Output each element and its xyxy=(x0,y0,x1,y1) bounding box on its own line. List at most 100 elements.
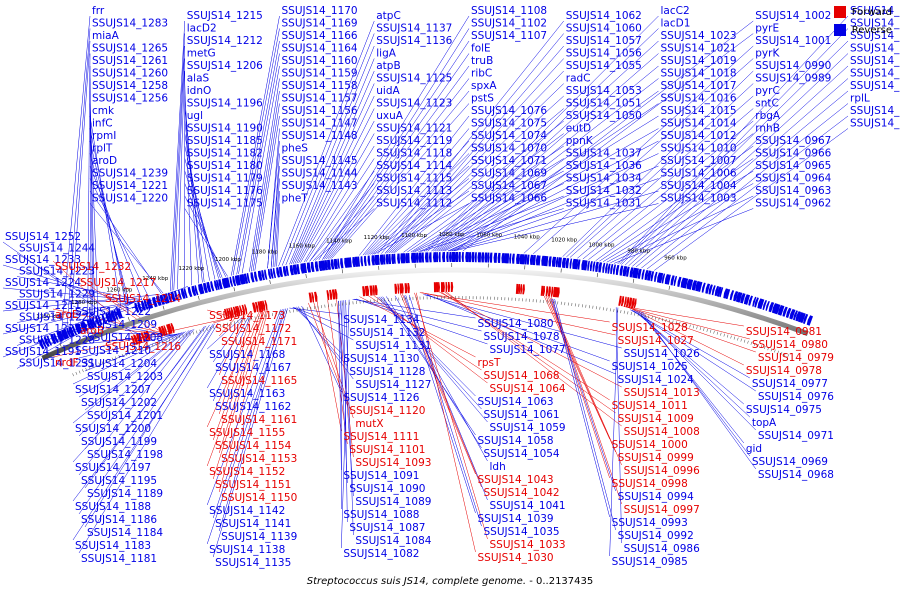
reverse-gene-arrow xyxy=(134,302,140,313)
reverse-gene-arrow xyxy=(148,298,154,309)
reverse-gene-arrow xyxy=(239,274,244,285)
leader-line xyxy=(345,300,354,536)
reverse-gene-arrow xyxy=(95,316,101,327)
leader-line xyxy=(554,298,616,531)
leader-line xyxy=(72,323,215,541)
leader-line xyxy=(294,95,375,264)
reverse-gene-arrow xyxy=(101,314,107,325)
leader-line xyxy=(309,170,375,262)
gene-label: SSUJS14_1063 xyxy=(478,396,554,408)
reverse-gene-arrow xyxy=(680,277,686,288)
forward-gene-arrow xyxy=(366,285,370,296)
gene-label: SSUJS14_1087 xyxy=(349,522,425,534)
leader-line xyxy=(623,306,744,327)
gene-label: SSUJS14_0966 xyxy=(755,148,831,160)
gene-label: SSUJS14_1215 xyxy=(187,10,263,22)
inner-tick xyxy=(641,313,643,317)
leader-line xyxy=(77,276,162,337)
gene-label: SSUJS14_0976 xyxy=(758,391,834,403)
gene-label: ppnK xyxy=(566,135,594,147)
leader-line xyxy=(577,108,754,259)
forward-gene-arrow xyxy=(450,282,454,293)
forward-gene-arrow xyxy=(542,285,546,297)
inner-tick xyxy=(623,310,625,314)
gene-label: SSUJS14_1014 xyxy=(661,118,737,130)
reverse-gene-arrow xyxy=(438,252,441,263)
gene-label: SSUJS14_1211 xyxy=(5,300,81,312)
leader-line xyxy=(621,40,849,265)
inner-tick xyxy=(716,331,719,335)
leader-line xyxy=(641,103,849,269)
reverse-gene-arrow xyxy=(493,252,498,263)
gene-label: SSUJS14_1132 xyxy=(349,327,425,339)
reverse-gene-arrow xyxy=(555,257,559,268)
leader-line xyxy=(206,310,265,467)
gene-label: SSUJS14_1031 xyxy=(566,198,642,210)
gene-label: SSUJS14_1145 xyxy=(282,155,358,167)
leader-line xyxy=(72,305,156,341)
leader-line xyxy=(549,296,610,479)
inner-tick xyxy=(179,335,181,339)
gene-label: SSUJS14_0969 xyxy=(752,456,828,468)
forward-gene-arrow xyxy=(329,289,333,300)
reverse-gene-arrow xyxy=(140,300,146,311)
gene-label: atpB xyxy=(376,60,400,72)
inner-tick xyxy=(85,367,87,371)
leader-line xyxy=(409,294,482,527)
gene-label: SSUJS14_0975 xyxy=(746,404,822,416)
reverse-gene-arrow xyxy=(605,263,609,274)
reverse-gene-arrow xyxy=(418,252,422,263)
reverse-gene-arrow xyxy=(484,252,488,263)
reverse-gene-arrow xyxy=(729,290,735,301)
leader-line xyxy=(425,28,659,252)
gene-label: SSUJS14_1183 xyxy=(75,540,151,552)
inner-tick xyxy=(131,350,134,354)
inner-tick xyxy=(668,319,670,323)
inner-tick xyxy=(128,351,130,355)
gene-label: SSUJS14_1060 xyxy=(566,23,642,35)
leader-line xyxy=(16,276,142,301)
inner-tick xyxy=(223,323,225,327)
legend-forward-label: Forward xyxy=(851,6,892,18)
reverse-gene-arrow xyxy=(324,260,328,271)
inner-tick xyxy=(162,340,164,344)
leader-line xyxy=(218,316,237,337)
gene-label: SSUJS14_1197 xyxy=(75,462,151,474)
leader-line xyxy=(368,295,482,371)
gene-label: SSUJS14_0996 xyxy=(624,465,700,477)
gene-label: SSUJS14_1191 xyxy=(5,346,81,358)
gene-label: ligA xyxy=(376,48,396,60)
gene-label: SSUJS14_1128 xyxy=(349,366,425,378)
reverse-gene-arrow xyxy=(72,325,78,336)
gene-label: SSUJS14_1258 xyxy=(92,80,168,92)
gene-label: SSUJS14_1139 xyxy=(221,531,297,543)
kbp-tick-label: 1200 kbp xyxy=(215,257,241,263)
leader-line xyxy=(254,115,280,271)
gene-label: SSUJS14_1222 xyxy=(75,306,151,318)
gene-label: SSUJS14_1126 xyxy=(343,392,419,404)
forward-gene-arrow xyxy=(137,333,143,344)
gene-label: mutX xyxy=(355,418,383,430)
reverse-gene-arrow xyxy=(105,312,111,323)
reverse-gene-arrow xyxy=(497,252,501,263)
reverse-gene-arrow xyxy=(806,315,814,326)
gene-label: SSUJS14_1088 xyxy=(343,509,419,521)
reverse-gene-arrow xyxy=(318,260,323,271)
reverse-gene-arrow xyxy=(146,298,152,310)
kbp-tick xyxy=(93,329,96,334)
leader-line xyxy=(394,295,488,462)
leader-line xyxy=(400,293,476,475)
gene-label: SSUJS14_0956 xyxy=(850,68,900,80)
reverse-gene-arrow xyxy=(705,283,711,294)
reverse-gene-arrow xyxy=(689,279,694,290)
forward-gene-arrow xyxy=(633,298,637,309)
inner-tick xyxy=(787,354,789,358)
gene-label: SSUJS14_1089 xyxy=(355,496,431,508)
forward-gene-arrow xyxy=(143,331,149,342)
reverse-gene-arrow xyxy=(421,252,424,263)
leader-line xyxy=(523,45,754,254)
leader-line xyxy=(313,195,375,261)
leader-line xyxy=(89,178,150,298)
gene-label: SSUJS14_0979 xyxy=(758,352,834,364)
